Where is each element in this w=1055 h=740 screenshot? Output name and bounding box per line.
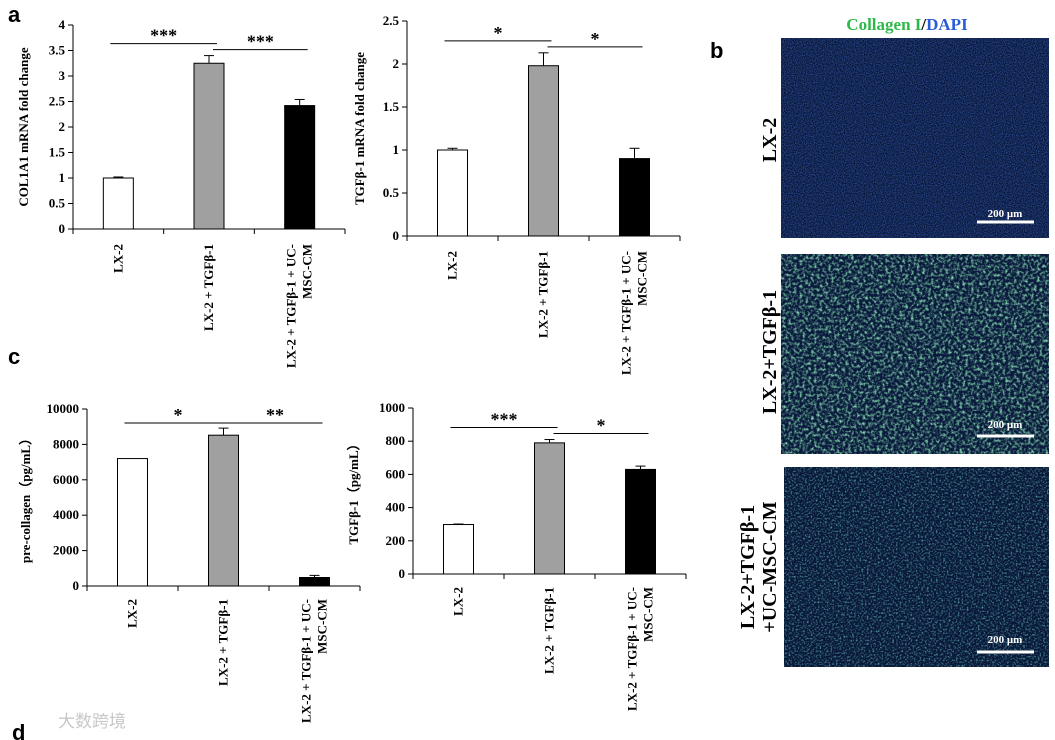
scale-bar-label: 200 μm: [988, 419, 1023, 431]
y-axis-label: COL1A1 mRNA fold change: [16, 47, 31, 206]
row-label-lx2-tgfb1: LX-2+TGFβ-1: [759, 290, 781, 414]
y-tick-label: 6000: [53, 472, 79, 487]
category-label: LX-2: [445, 251, 460, 280]
bar-2: [534, 442, 565, 575]
microscopy-title: Collagen I/DAPI: [846, 15, 968, 34]
bar-3: [284, 105, 316, 230]
title-separator: /: [920, 15, 926, 34]
y-tick-label: 10000: [47, 401, 80, 416]
y-tick-label: 1000: [379, 400, 405, 415]
significance-label: *: [494, 23, 503, 43]
bar-3: [619, 158, 650, 237]
y-tick-label: 1.5: [49, 145, 66, 160]
y-tick-label: 400: [386, 500, 406, 515]
category-label: MSC-CM: [315, 599, 330, 654]
category-label: LX-2 + TGFβ-1 + UC-: [619, 251, 634, 375]
y-tick-label: 0: [73, 578, 80, 593]
significance-label: **: [266, 405, 284, 425]
bar-1: [117, 458, 148, 587]
y-tick-label: 2: [393, 56, 400, 71]
significance-label: *: [591, 29, 600, 49]
y-tick-label: 600: [386, 466, 406, 481]
chart-1: 0 0.5 1 1.5 2 2.5 3 3.5 4 COL1A1 mRNA fold change…: [16, 17, 346, 368]
y-tick-label: 4000: [53, 507, 79, 522]
y-tick-label: 1.5: [383, 99, 400, 114]
y-tick-label: 200: [386, 533, 406, 548]
significance-label: *: [174, 405, 183, 425]
row-label-lx2: LX-2: [759, 118, 781, 162]
category-label: LX-2 + TGFβ-1 + UC-: [299, 599, 314, 723]
panel-letter-d: d: [12, 720, 25, 740]
y-tick-label: 0: [393, 228, 400, 243]
micrograph-lx2: 200 μm: [781, 38, 1049, 238]
bar-charts: 0 0.5 1 1.5 2 2.5 3 3.5 4 COL1A1 mRNA fold change…: [16, 13, 687, 723]
y-tick-label: 4: [59, 17, 66, 32]
category-label: LX-2: [451, 587, 466, 616]
significance-label: ***: [491, 410, 518, 430]
bar-2: [193, 62, 225, 230]
category-label: LX-2 + TGFβ-1: [542, 587, 557, 674]
y-tick-label: 2: [59, 119, 66, 134]
y-tick-label: 2.5: [383, 13, 400, 28]
category-label: LX-2 + TGFβ-1 + UC-: [625, 587, 640, 711]
significance-label: ***: [247, 32, 274, 52]
collagen-label: Collagen I: [846, 15, 921, 34]
category-label: LX-2 + TGFβ-1: [201, 244, 216, 331]
y-tick-label: 0.5: [49, 196, 66, 211]
category-label: LX-2: [125, 599, 140, 628]
y-tick-label: 800: [386, 433, 406, 448]
chart-3: 0 2000 4000 6000 8000 10000 pre-collagen（pg/mL…: [18, 401, 361, 723]
micrograph-lx2-tgfb1: 200 μm: [781, 254, 1049, 454]
bar-1: [443, 524, 474, 575]
y-tick-label: 1: [393, 142, 400, 157]
bar-3: [299, 577, 330, 587]
y-tick-label: 1: [59, 170, 66, 185]
category-label: LX-2: [110, 244, 125, 273]
scale-bar-label: 200 μm: [988, 208, 1023, 220]
watermark: 大数跨境: [58, 712, 126, 732]
y-tick-label: 2.5: [49, 94, 66, 109]
y-axis-label: TGFβ-1 mRNA fold change: [352, 52, 367, 205]
panel-letter-a: a: [8, 2, 21, 27]
chart-4: 0 200 400 600 800 1000 TGFβ-1（pg/mL） LX-2 LX-2 +…: [346, 400, 687, 711]
category-label: LX-2 + TGFβ-1 + UC-: [284, 244, 299, 368]
bar-2: [208, 434, 239, 587]
y-tick-label: 0: [399, 566, 406, 581]
bar-2: [528, 65, 559, 237]
bar-1: [437, 149, 468, 237]
y-tick-label: 0: [59, 221, 66, 236]
category-label: LX-2 + TGFβ-1: [536, 251, 551, 338]
y-tick-label: 0.5: [383, 185, 400, 200]
micrograph-lx2-tgfb1-ucmsc: 200 μm: [784, 467, 1049, 667]
y-tick-label: 3: [59, 68, 66, 83]
y-axis-label: TGFβ-1（pg/mL）: [346, 437, 361, 544]
category-label: LX-2 + TGFβ-1: [216, 599, 231, 686]
microscopy-panel: Collagen I/DAPI 200 μm 200 μm 200 μm LX-…: [737, 15, 1049, 667]
panel-letter-b: b: [710, 38, 723, 63]
significance-label: ***: [150, 26, 177, 46]
category-label: MSC-CM: [641, 587, 656, 642]
category-label: MSC-CM: [635, 251, 650, 306]
y-tick-label: 8000: [53, 436, 79, 451]
scale-bar-label: 200 μm: [988, 634, 1023, 646]
category-label: MSC-CM: [300, 244, 315, 299]
chart-2: 0 0.5 1 1.5 2 2.5 TGFβ-1 mRNA fold change LX-2 L…: [352, 13, 681, 375]
bar-1: [102, 177, 134, 230]
panel-letter-c: c: [8, 344, 20, 369]
row-label-lx2-tgfb1-ucmsc-line2: +UC-MSC-CM: [759, 501, 781, 632]
y-tick-label: 3.5: [49, 43, 66, 58]
y-axis-label: pre-collagen（pg/mL）: [18, 432, 33, 563]
row-label-lx2-tgfb1-ucmsc-line1: LX-2+TGFβ-1: [737, 505, 759, 629]
y-tick-label: 2000: [53, 543, 79, 558]
significance-label: *: [597, 416, 606, 436]
bar-3: [625, 468, 656, 575]
dapi-label: DAPI: [926, 15, 968, 34]
